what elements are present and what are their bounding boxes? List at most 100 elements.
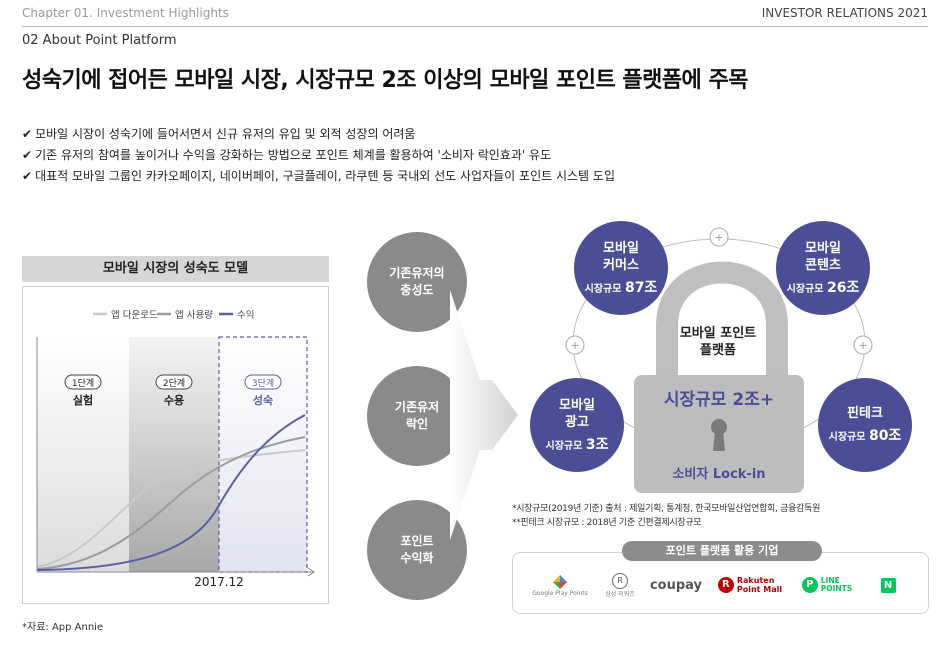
circle-loyalty-line1: 기존유저의 [389,266,445,280]
page-title: 성숙기에 접어든 모바일 시장, 시장규모 2조 이상의 모바일 포인트 플랫폼… [22,68,748,93]
segment-name: 모바일 [603,240,639,256]
segment-size: 시장규모 3조 [546,434,609,454]
maturity-chart: 앱 다운로드 앱 사용량 수익 1단계 실험 2단계 수용 3단계 성숙 201… [36,309,315,589]
segment-size-prefix: 시장규모 [545,440,583,452]
lock-diagram: + + + [565,227,873,493]
stage1-band [37,337,129,572]
google-play-points-text: Google Play Points [532,589,588,597]
note-line: **핀테크 시장규모 : 2018년 기준 긴편결제시장규모 [512,518,702,528]
lock-top-label-line1: 모바일 포인트 [679,326,757,341]
stage3-tag-box [244,374,282,390]
lock-market-size: 시장규모 2조+ [663,390,775,410]
lock-top-label-line2: 플랫폼 [700,343,736,358]
line-points-text-line1: LINE [820,576,840,585]
bullet-text: 모바일 시장이 성숙기에 들어서면서 신규 유저의 유입 및 외적 성장의 어려… [35,127,416,141]
rakuten-text-line1: Rakuten [736,576,775,585]
svg-text:+: + [858,339,867,352]
check-icon: ✔ [22,148,33,162]
curve-app-usage [36,436,306,570]
curve-app-download [36,449,306,568]
samsung-rewards-text: 삼성 리워즈 [605,590,635,598]
segment-size-value: 80조 [868,428,902,444]
plus-icon [565,335,585,355]
rakuten-point-mall-logo: R Rakuten Point Mall [712,568,788,602]
rakuten-text-line2: Point Mall [736,585,783,594]
segment-mobile-commerce: 모바일 커머스 시장규모 87조 [574,221,668,315]
circle-lockin-line2: 락인 [405,417,429,431]
lock-top-label: 모바일 포인트 플랫폼 [654,325,782,359]
stage2-tag: 2단계 [163,377,185,389]
segment-fintech: 핀테크 시장규모 80조 [818,378,912,472]
x-axis-arrow-icon [307,567,315,577]
samsung-rewards-icon: R [612,572,628,589]
stage1-tag-box [64,374,102,390]
plus-icon [709,227,729,247]
segment-name: 모바일 [559,397,595,413]
bullet-item: ✔ 대표적 모바일 그룹인 카카오페이지, 네이버페이, 구글플레이, 라쿠텐 등… [22,166,615,187]
source-note: *자료: App Annie [22,622,104,633]
svg-text:+: + [714,231,723,244]
samsung-rewards-logo: R 삼성 리워즈 [598,568,642,602]
chart-title: 모바일 시장의 성숙도 모델 [22,256,329,282]
curve-revenue [36,414,306,571]
segment-size-prefix: 시장규모 [828,432,866,443]
segment-size-prefix: 시장규모 [584,283,622,295]
segment-size: 시장규모 87조 [585,277,658,297]
note-line: *시장규모(2019년 기준) 출처 : 제일기획, 통계청, 한국모바일산업연… [512,504,821,514]
lock-lockin-label: 소비자 Lock-in [672,467,766,482]
segment-size-value: 3조 [585,436,609,453]
stage3-tag: 3단계 [252,377,274,389]
check-icon: ✔ [22,169,33,183]
google-play-points-logo: Google Play Points [525,568,595,602]
bullet-item: ✔ 기존 유저의 참여를 높이거나 수익을 강화하는 방법으로 포인트 체계를 활… [22,145,615,166]
segment-name: 모바일 [805,240,841,256]
line-points-text-line2: POINTS [820,584,853,593]
maturity-chart-frame [22,286,329,604]
stage2-band [129,337,219,572]
bullet-text: 기존 유저의 참여를 높이거나 수익을 강화하는 방법으로 포인트 체계를 활용… [35,148,552,162]
segment-size-value: 26조 [826,279,860,296]
chart-legend: 앱 다운로드 앱 사용량 수익 [93,309,254,321]
bullet-text: 대표적 모바일 그룹인 카카오페이지, 네이버페이, 구글플레이, 라쿠텐 등 … [35,169,615,183]
segment-mobile-content: 모바일 콘텐츠 시장규모 26조 [776,221,870,315]
ir-label: INVESTOR RELATIONS 2021 [761,6,928,20]
rakuten-text: Rakuten Point Mall [737,576,782,594]
segment-name: 콘텐츠 [805,257,841,273]
x-axis-label: 2017.12 [194,575,244,589]
stage1-name: 실험 [73,393,93,407]
line-points-text: LINE POINTS [821,577,852,593]
stage1-tag: 1단계 [72,377,94,389]
legend-usage: 앱 사용량 [175,309,213,321]
funnel-arrow-icon [450,290,518,540]
chapter-label: Chapter 01. Investment Highlights [22,6,229,20]
naver-n-icon: N [880,577,896,593]
svg-text:+: + [570,339,579,352]
bullet-item: ✔ 모바일 시장이 성숙기에 들어서면서 신규 유저의 유입 및 외적 성장의 어… [22,124,615,145]
bullet-list: ✔ 모바일 시장이 성숙기에 들어서면서 신규 유저의 유입 및 외적 성장의 어… [22,124,615,187]
segment-name: 핀테크 [847,406,883,421]
plus-icon [853,335,873,355]
segment-size-value: 87조 [624,279,658,296]
segment-size: 시장규모 80조 [829,425,902,445]
company-box-title: 포인트 플랫폼 활용 기업 [622,541,822,561]
stage2-name: 수용 [164,394,184,407]
naver-n-logo: N [868,568,908,602]
check-icon: ✔ [22,127,33,141]
legend-revenue: 수익 [237,309,254,321]
segment-name: 커머스 [603,257,639,273]
circle-monetize-line2: 수익화 [400,551,434,565]
stage3-name: 성숙 [253,393,273,407]
circle-monetize-line1: 포인트 [400,534,434,548]
stage2-tag-box [155,374,193,390]
segment-name: 광고 [565,414,589,430]
section-label: 02 About Point Platform [22,33,177,48]
coupay-logo: coupay [649,577,703,593]
circle-lockin-line1: 기존유저 [394,400,440,414]
market-notes: *시장규모(2019년 기준) 출처 : 제일기획, 통계청, 한국모바일산업연… [512,502,820,530]
line-points-logo: P LINE POINTS [796,568,858,602]
segment-mobile-ad: 모바일 광고 시장규모 3조 [530,378,624,472]
segment-size: 시장규모 26조 [787,277,860,297]
lock-shackle [656,261,788,380]
google-play-points-icon [553,574,567,589]
